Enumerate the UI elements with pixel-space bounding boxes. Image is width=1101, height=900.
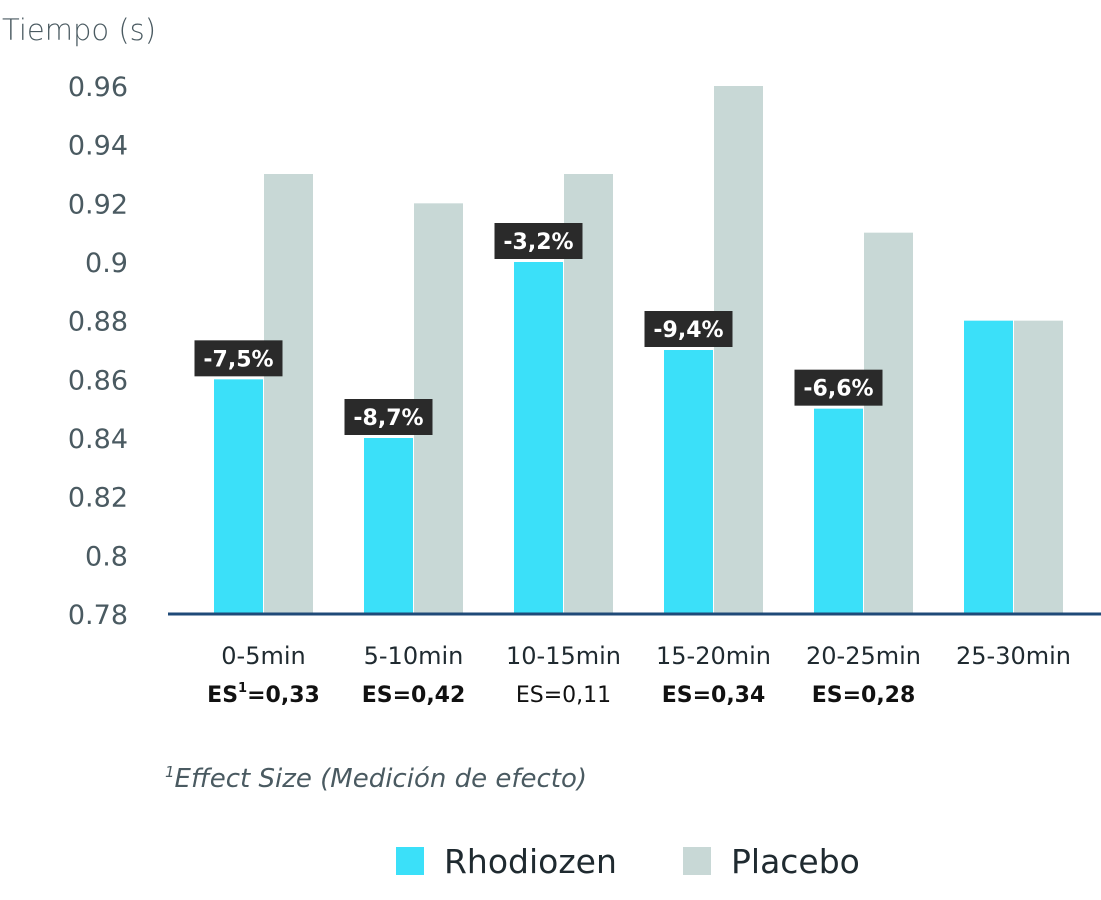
bar-placebo-5 xyxy=(864,232,913,614)
es-prefix: ES xyxy=(207,683,238,708)
effect-size-label: ES=0,11 xyxy=(516,683,611,708)
effect-size-label: ES=0,42 xyxy=(362,683,466,708)
es-prefix: ES xyxy=(516,683,544,708)
x-tick-label: 0-5min xyxy=(221,642,305,670)
es-value: =0,42 xyxy=(393,683,466,708)
x-tick-label: 5-10min xyxy=(364,642,464,670)
y-tick-label: 0.86 xyxy=(68,365,128,396)
y-tick-label: 0.78 xyxy=(68,600,128,631)
es-prefix: ES xyxy=(362,683,393,708)
y-ticks: 0.96 0.94 0.92 0.9 0.88 0.86 0.84 0.82 0.8 0.78 xyxy=(68,72,128,631)
legend-label-rhodiozen: Rhodiozen xyxy=(444,842,617,881)
effect-size-labels: ES1=0,33 ES=0,42 ES=0,11 ES=0,34 ES=0,28 xyxy=(207,681,915,708)
legend-swatch-rhodiozen xyxy=(396,847,424,875)
bar-placebo-1 xyxy=(264,174,313,614)
y-tick-label: 0.88 xyxy=(68,307,128,338)
y-tick-label: 0.94 xyxy=(68,131,128,162)
bars xyxy=(214,86,1063,615)
change-label-box xyxy=(344,399,433,435)
effect-size-label: ES1=0,33 xyxy=(207,681,320,708)
y-axis-label: Tiempo (s) xyxy=(2,13,156,47)
es-value: =0,34 xyxy=(693,683,766,708)
y-tick-label: 0.84 xyxy=(68,424,128,455)
footnote-text: Effect Size (Medición de efecto) xyxy=(175,764,588,794)
es-value: =0,33 xyxy=(247,683,320,708)
y-tick-label: 0.96 xyxy=(68,72,128,103)
x-tick-label: 25-30min xyxy=(956,642,1071,670)
y-tick-label: 0.9 xyxy=(85,248,128,279)
bar-rhodiozen-3 xyxy=(514,262,563,614)
legend-label-placebo: Placebo xyxy=(731,842,860,881)
y-tick-label: 0.8 xyxy=(85,541,128,572)
change-label: -7,5% xyxy=(203,347,273,372)
x-ticks: 0-5min 5-10min 10-15min 15-20min 20-25min 25-… xyxy=(221,642,1071,670)
effect-size-label: ES=0,34 xyxy=(662,683,766,708)
es-sup: 1 xyxy=(238,681,247,696)
y-tick-label: 0.82 xyxy=(68,483,128,514)
change-label-box xyxy=(194,340,283,377)
bar-rhodiozen-2 xyxy=(364,438,413,614)
change-label-box xyxy=(794,369,883,406)
change-label-box xyxy=(644,311,733,347)
effect-size-label: ES=0,28 xyxy=(812,683,916,708)
es-prefix: ES xyxy=(812,683,843,708)
legend: Rhodiozen Placebo xyxy=(396,842,860,881)
x-tick-label: 20-25min xyxy=(806,642,921,670)
x-tick-label: 15-20min xyxy=(656,642,771,670)
change-label: -9,4% xyxy=(653,318,723,343)
bar-rhodiozen-6 xyxy=(964,320,1013,614)
y-tick-label: 0.92 xyxy=(68,189,128,220)
legend-swatch-placebo xyxy=(683,847,711,875)
change-label-box xyxy=(494,223,583,259)
bar-placebo-6 xyxy=(1014,320,1063,614)
footnote: 1Effect Size (Medición de efecto) xyxy=(165,763,587,794)
bar-placebo-4 xyxy=(714,86,763,614)
footnote-sup: 1 xyxy=(165,763,175,781)
change-label: -3,2% xyxy=(503,230,573,255)
change-labels: -7,5% -8,7% -3,2% -9,4% -6,6% xyxy=(194,223,883,435)
bar-rhodiozen-4 xyxy=(664,350,713,614)
bar-rhodiozen-1 xyxy=(214,379,263,614)
es-value: =0,11 xyxy=(544,683,611,708)
change-label: -6,6% xyxy=(803,377,873,402)
es-value: =0,28 xyxy=(843,683,916,708)
bar-rhodiozen-5 xyxy=(814,408,863,614)
x-tick-label: 10-15min xyxy=(506,642,621,670)
change-label: -8,7% xyxy=(353,406,423,431)
es-prefix: ES xyxy=(662,683,693,708)
